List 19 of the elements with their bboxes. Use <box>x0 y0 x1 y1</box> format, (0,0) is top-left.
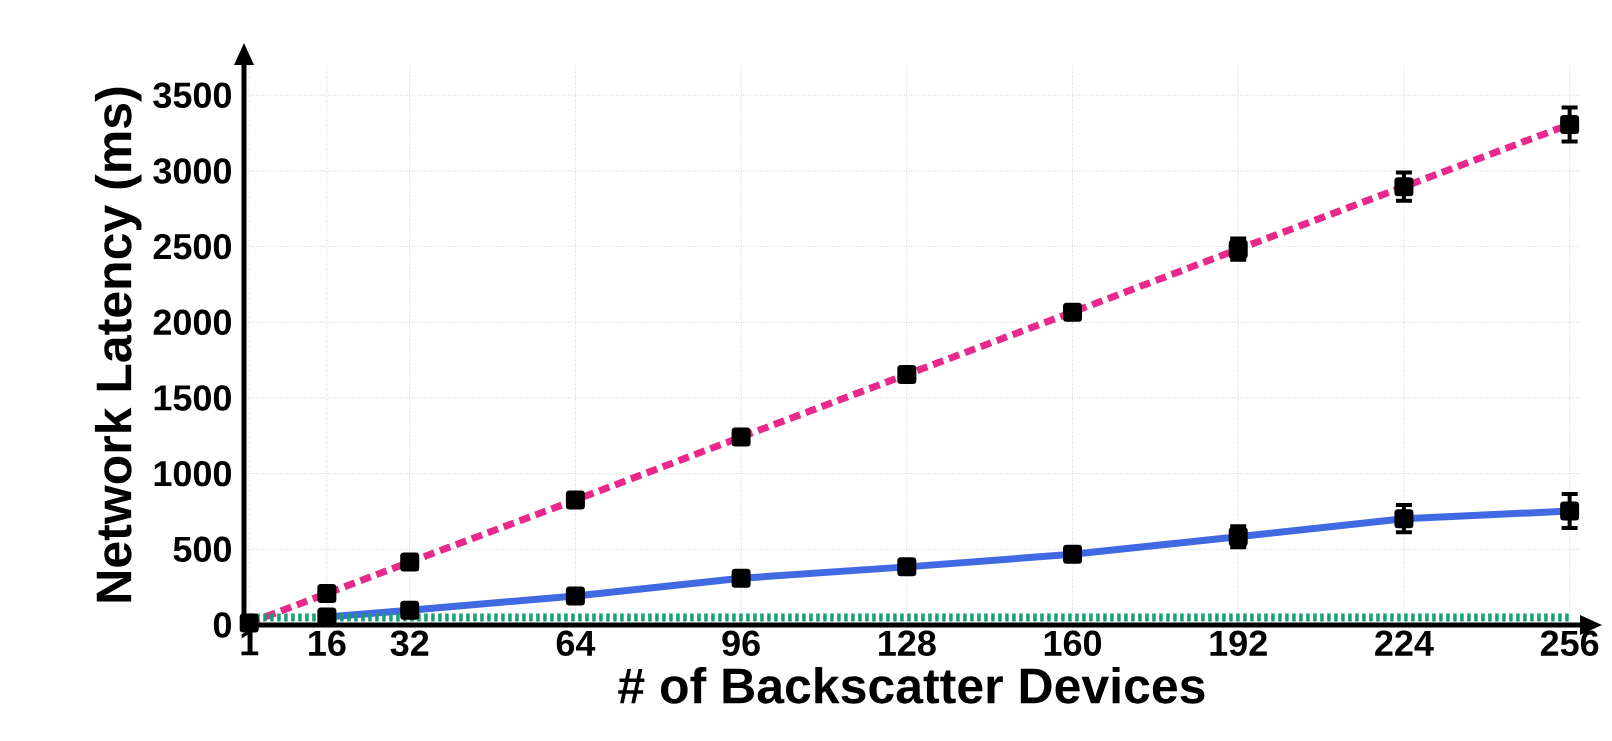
y-tick-label: 3000 <box>153 158 231 184</box>
x-tick-label: 64 <box>556 630 596 656</box>
y-axis-title: Network Latency (ms) <box>94 87 142 602</box>
y-tick-label: 2500 <box>153 233 231 260</box>
x-axis-title: # of Backscatter Devices <box>618 666 1205 704</box>
y-tick-label: 1500 <box>154 385 231 411</box>
x-tick-label: 224 <box>1375 630 1434 656</box>
y-tick-label: 3500 <box>153 82 231 109</box>
x-tick-label: 96 <box>722 630 760 656</box>
y-tick-label: 2000 <box>153 309 231 336</box>
y-tick-label: 1000 <box>154 460 231 487</box>
x-tick-label: 256 <box>1540 630 1599 656</box>
x-tick-label: 192 <box>1210 630 1267 656</box>
y-tick-label: 500 <box>173 536 231 563</box>
x-tick-label: 16 <box>309 630 346 656</box>
x-tick-label: 128 <box>879 630 936 656</box>
x-tick-label: 160 <box>1044 630 1102 656</box>
x-tick-label: 32 <box>390 630 429 657</box>
y-tick-label: 0 <box>213 612 231 638</box>
